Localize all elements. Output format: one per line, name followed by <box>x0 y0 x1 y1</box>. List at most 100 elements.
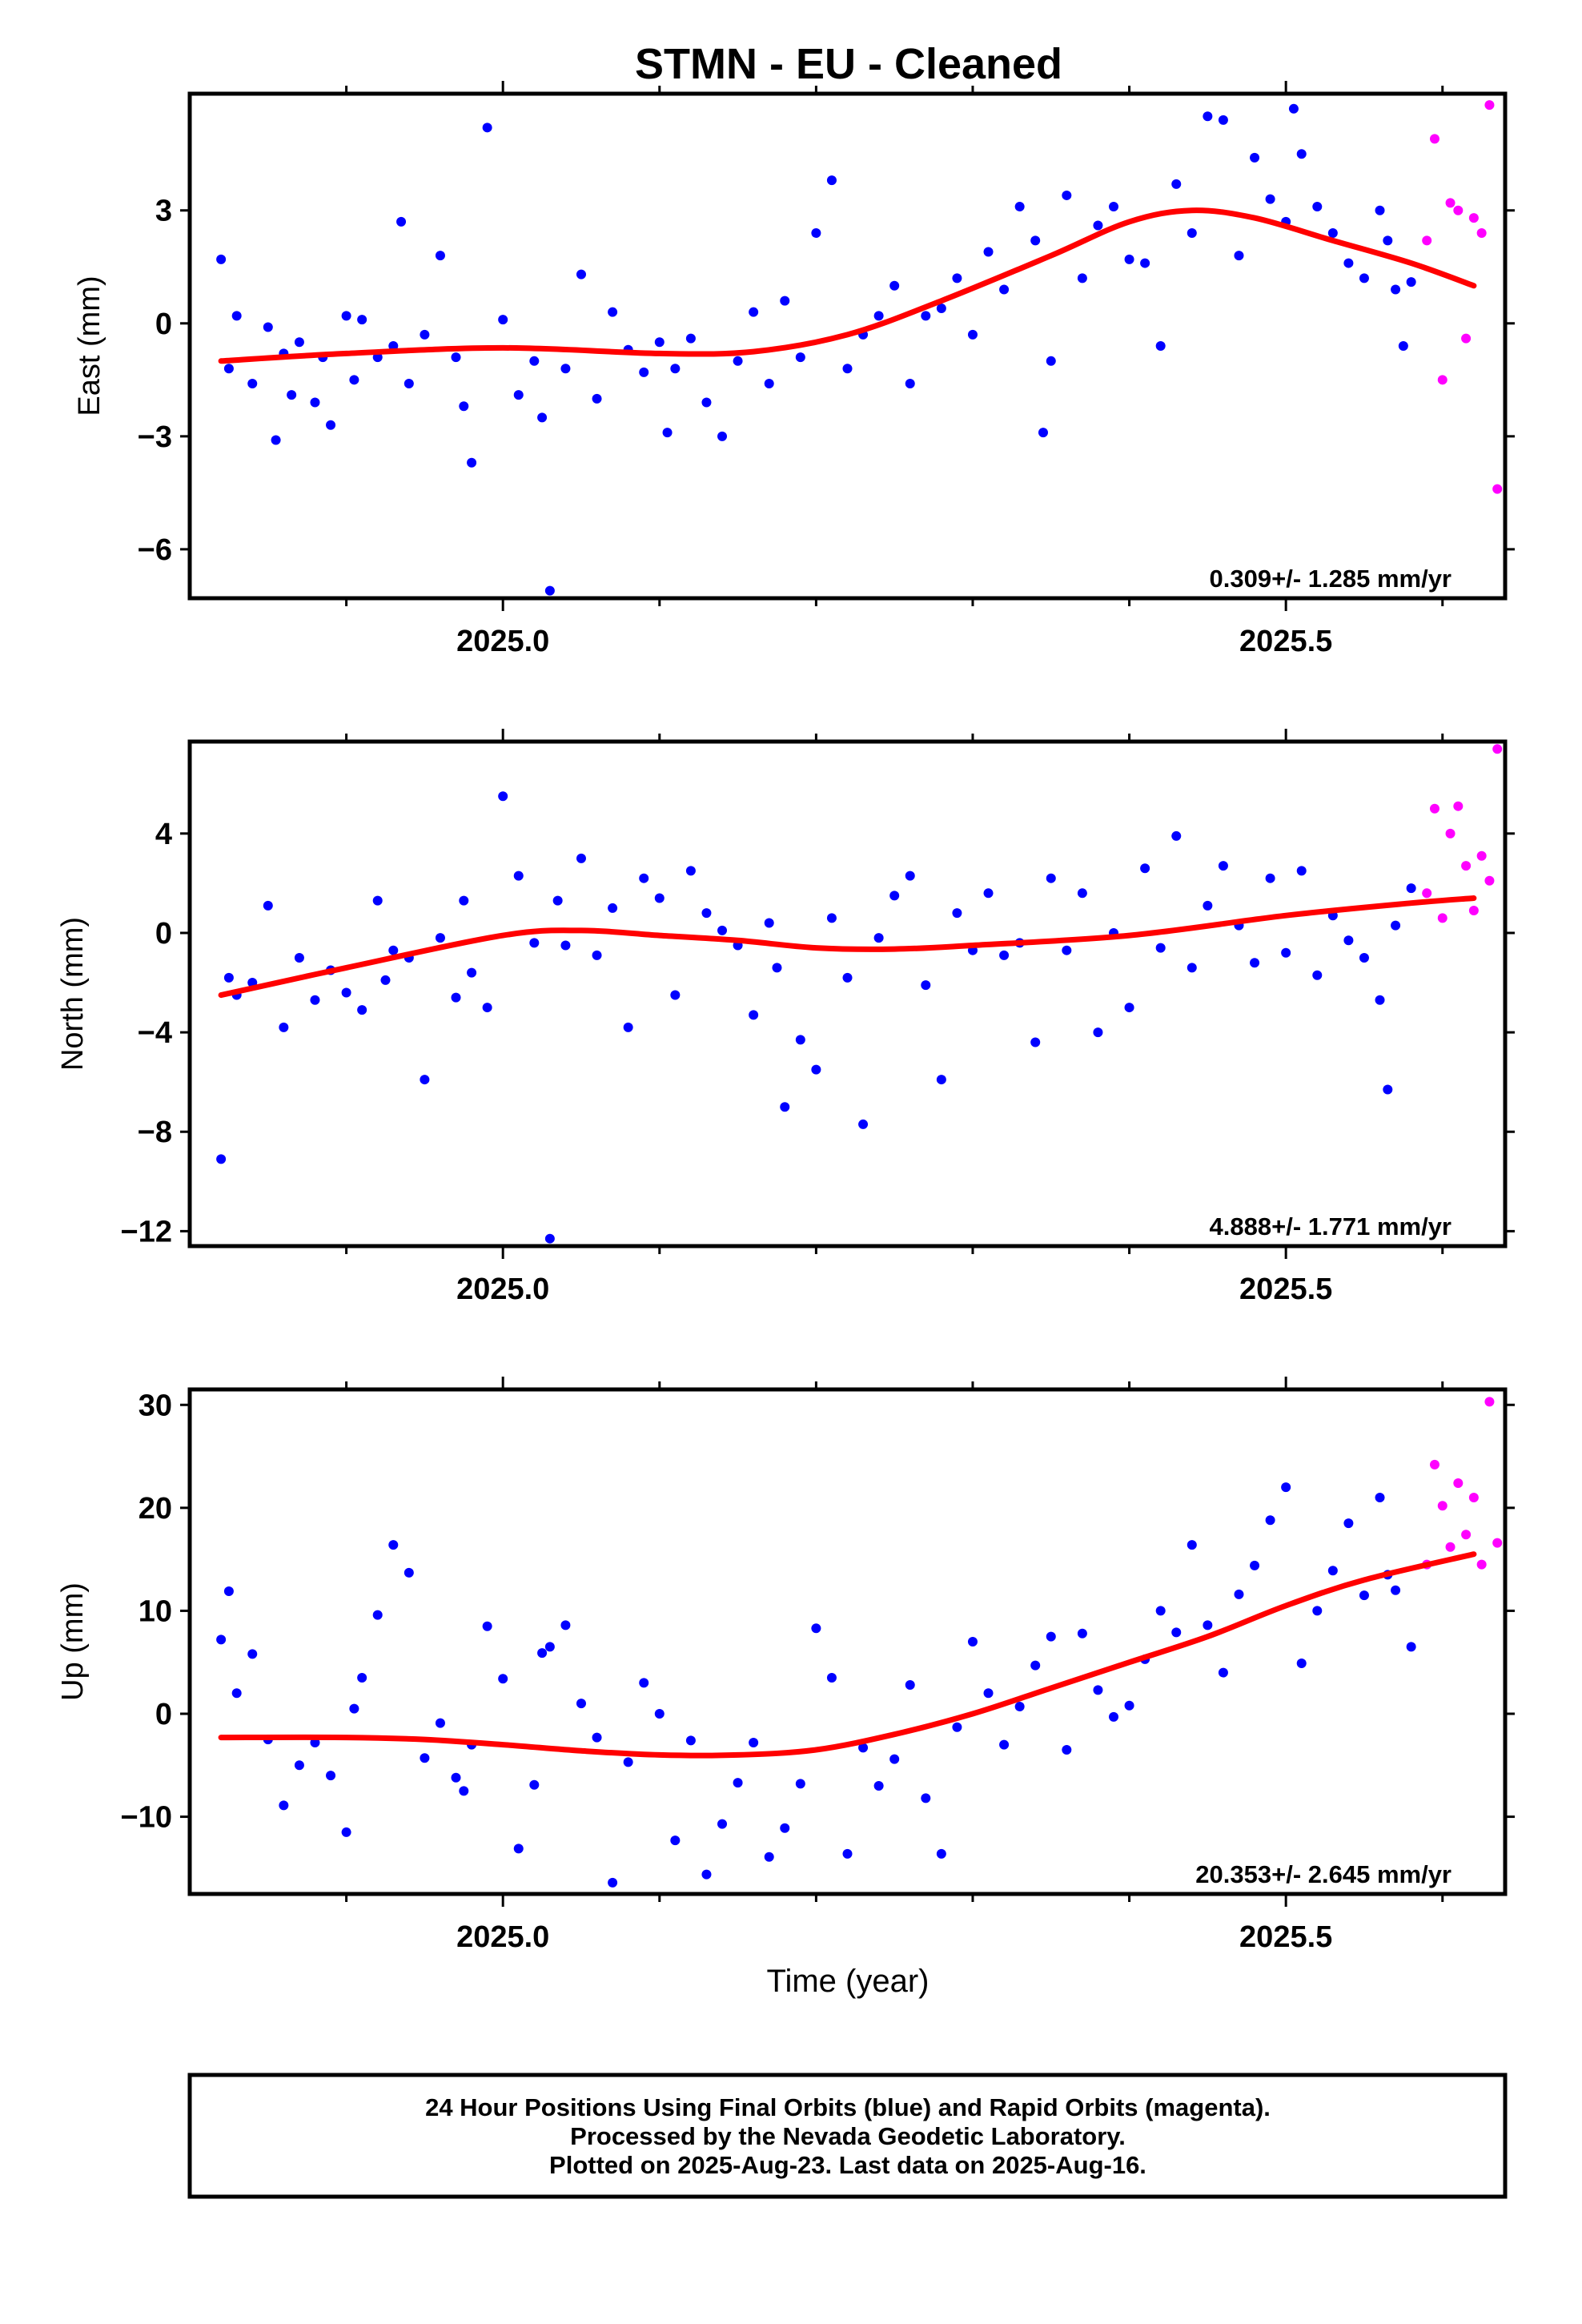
east-final-point <box>459 401 469 412</box>
north-rapid-point <box>1453 801 1464 811</box>
north-rapid-point <box>1429 803 1439 814</box>
north-final-point <box>341 987 351 998</box>
up-final-point <box>279 1800 289 1811</box>
east-final-point <box>435 251 445 261</box>
east-final-point <box>1077 273 1087 283</box>
east-rate-label: 0.309+/- 1.285 mm/yr <box>1210 565 1452 593</box>
east-rapid-point <box>1468 213 1479 223</box>
east-final-point <box>717 431 728 441</box>
east-final-point <box>223 364 234 374</box>
north-final-point <box>780 1102 790 1112</box>
up-y-tick-label: 10 <box>139 1594 172 1628</box>
east-final-point <box>1038 428 1048 438</box>
east-final-point <box>498 315 508 325</box>
up-panel: Up (mm) 30 20 10 0 −10 2025.0 2025.5 20.353+/… <box>56 1377 1515 1954</box>
north-rapid-point <box>1476 850 1487 861</box>
north-x-tick-label: 2025.0 <box>456 1273 549 1306</box>
east-final-point <box>654 337 665 348</box>
east-final-point <box>639 367 649 377</box>
north-final-point <box>1186 963 1197 973</box>
north-rapid-point <box>1437 913 1447 923</box>
north-final-point <box>1218 861 1228 871</box>
north-final-point <box>294 953 304 963</box>
north-final-point <box>1375 995 1385 1005</box>
east-rapid-point <box>1492 484 1503 494</box>
up-final-point <box>717 1819 728 1829</box>
north-final-point <box>952 908 962 919</box>
north-rapid-point <box>1468 906 1479 916</box>
east-final-point <box>952 273 962 283</box>
up-final-point <box>1327 1566 1338 1576</box>
east-final-point <box>1140 258 1150 268</box>
east-final-point <box>271 435 281 445</box>
north-final-point <box>936 1075 946 1085</box>
north-axis-label: North (mm) <box>56 917 90 1071</box>
east-final-point <box>310 397 320 408</box>
up-y-tick-label: −10 <box>121 1801 172 1835</box>
north-final-point <box>1203 900 1213 911</box>
north-final-point <box>1124 1003 1134 1013</box>
north-final-point <box>279 1022 289 1032</box>
up-final-point <box>1077 1628 1087 1638</box>
north-final-point <box>1359 953 1369 963</box>
up-x-tick-label: 2025.0 <box>456 1920 549 1954</box>
up-final-point <box>858 1743 869 1753</box>
east-final-point <box>670 364 681 374</box>
east-plot-frame <box>187 91 1508 601</box>
up-rapid-point <box>1484 1397 1495 1407</box>
east-final-point <box>592 393 602 404</box>
up-final-point <box>1171 1627 1182 1638</box>
east-final-point <box>544 585 555 596</box>
up-final-point <box>608 1877 618 1888</box>
up-plot-frame <box>187 1387 1508 1896</box>
up-final-point <box>921 1793 931 1803</box>
north-final-point <box>357 1005 367 1015</box>
east-final-point <box>1327 227 1338 238</box>
north-final-point <box>858 1119 869 1129</box>
east-final-point <box>1234 251 1244 261</box>
footer-note: 24 Hour Positions Using Final Orbits (bl… <box>187 2073 1508 2199</box>
up-y-tick-label: 20 <box>139 1492 172 1526</box>
up-final-point <box>1109 1711 1119 1722</box>
north-final-point <box>451 992 461 1003</box>
north-final-point <box>388 945 399 955</box>
north-final-point <box>223 972 234 983</box>
east-final-point <box>936 303 946 313</box>
east-final-point <box>357 315 367 325</box>
east-rapid-point <box>1484 100 1495 111</box>
east-final-point <box>287 390 297 400</box>
chart-title: STMN - EU - Cleaned <box>635 40 1062 88</box>
up-rapid-point <box>1437 1501 1447 1511</box>
up-final-point <box>795 1779 805 1789</box>
up-final-point <box>560 1620 571 1630</box>
north-rapid-point <box>1445 828 1456 838</box>
north-rapid-point <box>1484 875 1495 886</box>
up-axis-label: Up (mm) <box>56 1582 90 1701</box>
north-final-point <box>1296 866 1307 876</box>
north-y-tick-label: 0 <box>155 917 172 951</box>
up-final-point <box>247 1649 258 1659</box>
north-final-point <box>1265 873 1275 883</box>
north-final-point <box>435 933 445 943</box>
up-final-point <box>873 1781 884 1791</box>
east-y-tick-label: −6 <box>138 533 172 567</box>
up-final-point <box>889 1754 900 1764</box>
north-final-point <box>1391 920 1401 931</box>
north-final-point <box>749 1010 759 1020</box>
up-final-point <box>1250 1560 1260 1570</box>
up-final-point <box>811 1623 821 1634</box>
east-final-point <box>662 428 673 438</box>
east-final-point <box>482 123 492 133</box>
east-final-point <box>795 352 805 363</box>
footer-line-3: Plotted on 2025-Aug-23. Last data on 202… <box>549 2151 1146 2179</box>
up-x-ticks: 2025.0 2025.5 <box>345 1377 1444 1954</box>
east-final-point <box>983 247 994 257</box>
north-plot-area <box>216 744 1503 1244</box>
up-final-point <box>388 1540 399 1550</box>
up-final-point <box>1375 1493 1385 1502</box>
up-rapid-point <box>1429 1459 1439 1470</box>
up-final-point <box>1014 1702 1025 1711</box>
east-final-point <box>1093 220 1103 231</box>
north-final-point <box>1312 970 1323 980</box>
north-final-point <box>1140 863 1150 874</box>
